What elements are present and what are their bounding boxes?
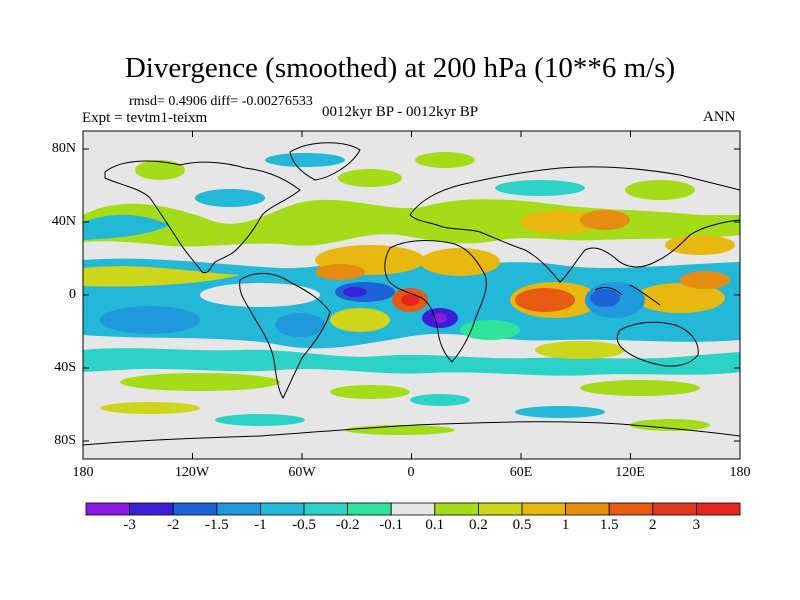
- lon-label-180w: 180: [72, 465, 94, 480]
- colorbar-swatch: [608, 502, 654, 516]
- colorbar-label: 0.5: [512, 517, 532, 533]
- colorbar-swatch: [347, 502, 392, 516]
- colorbar-swatch: [172, 502, 218, 516]
- season-label: ANN: [703, 109, 736, 125]
- lat-label-80n: 80N: [51, 141, 76, 156]
- lon-label-180e: 180: [729, 465, 751, 480]
- colorbar-swatch: [390, 502, 436, 516]
- lat-label-eq: 0: [69, 287, 76, 302]
- coast-africa: [384, 240, 487, 363]
- field-blob: [515, 288, 575, 312]
- field-blob: [415, 152, 475, 168]
- coast-maritime-continent: [594, 284, 661, 306]
- field-blob: [195, 189, 265, 207]
- coast-australia: [616, 321, 699, 367]
- experiment-label: Expt = tevtm1-teixm: [82, 110, 208, 126]
- lon-label-60e: 60E: [509, 465, 533, 480]
- colorbar-swatch: [521, 502, 566, 516]
- map-panel: [82, 130, 741, 460]
- field-blob: [625, 180, 695, 200]
- field-blob: [330, 308, 390, 332]
- field-blob: [215, 414, 305, 426]
- field-blob: [680, 271, 730, 289]
- field-blob: [535, 341, 625, 359]
- colorbar-swatch: [303, 502, 348, 516]
- colorbar-label: -1: [254, 517, 267, 533]
- colorbar-swatch: [652, 502, 697, 516]
- coast-north-america: [104, 160, 301, 274]
- colorbar: [85, 502, 741, 516]
- field-blob: [630, 419, 710, 431]
- field-blob: [590, 289, 620, 307]
- field-blob: [580, 380, 700, 396]
- field-blob: [100, 306, 200, 334]
- lat-label-40s: 40S: [54, 360, 76, 375]
- colorbar-label: -0.2: [335, 517, 360, 533]
- colorbar-label: 3: [692, 517, 701, 533]
- field-blob: [515, 406, 605, 418]
- field-blob: [460, 320, 520, 340]
- coast-europe-asia: [409, 166, 740, 283]
- field-blob: [665, 235, 735, 255]
- colorbar-swatch: [696, 502, 741, 516]
- colorbar-label: -0.5: [292, 517, 316, 533]
- colorbar-label: 1: [561, 517, 570, 533]
- colorbar-label: 0.2: [469, 517, 488, 533]
- field-blob: [135, 160, 185, 180]
- field-blob: [315, 264, 365, 280]
- field-blob: [120, 373, 280, 391]
- field-blob: [343, 287, 367, 297]
- field-band-tropical-yellow: [83, 266, 240, 287]
- colorbar-label: -0.1: [379, 517, 404, 533]
- lon-label-120e: 120E: [615, 465, 645, 480]
- field-blob: [635, 283, 725, 313]
- colorbar-label: 2: [649, 517, 657, 533]
- colorbar-swatch: [259, 502, 305, 516]
- field-blob: [275, 313, 325, 337]
- map-ticks: [82, 131, 741, 459]
- coast-antarctica: [83, 421, 740, 446]
- coastlines: [83, 142, 740, 446]
- lon-label-120w: 120W: [174, 465, 210, 480]
- colorbar-label: 0.1: [425, 517, 445, 533]
- field-blob: [433, 313, 447, 323]
- stats-label: rmsd= 0.4906 diff= -0.00276533: [129, 94, 313, 109]
- lat-label-80s: 80S: [54, 433, 76, 448]
- colorbar-swatch: [85, 502, 130, 516]
- field-blob: [495, 180, 585, 196]
- field-blob: [338, 169, 402, 187]
- field-blob: [345, 425, 455, 435]
- colorbar-label: -1.5: [204, 517, 229, 533]
- field-blob: [520, 210, 600, 234]
- colorbar-label: -3: [123, 517, 136, 533]
- colorbar-swatch: [216, 502, 261, 516]
- divergence-field: [83, 152, 740, 435]
- colorbar-swatch: [565, 502, 610, 516]
- field-blob: [410, 394, 470, 406]
- field-blob: [100, 402, 200, 414]
- coast-greenland: [289, 142, 361, 181]
- coast-south-america: [239, 273, 331, 400]
- field-blob: [265, 153, 345, 167]
- colorbar-label: -2: [166, 517, 180, 533]
- field-blob: [580, 210, 630, 230]
- field-blob: [420, 248, 500, 276]
- colorbar-swatch: [129, 502, 174, 516]
- lat-label-40n: 40N: [51, 214, 76, 229]
- colorbar-swatch: [477, 502, 523, 516]
- lon-label-0: 0: [407, 465, 415, 480]
- colorbar-label: 1.5: [599, 517, 619, 533]
- field-band-north-cyan: [83, 214, 170, 240]
- field-blob: [401, 294, 419, 306]
- period-label: 0012kyr BP - 0012kyr BP: [322, 104, 479, 120]
- lon-label-60w: 60W: [288, 465, 316, 480]
- field-blob: [330, 385, 410, 399]
- field-band-south: [83, 348, 740, 376]
- colorbar-swatch: [434, 502, 479, 516]
- field-blob: [200, 283, 320, 307]
- figure-title: Divergence (smoothed) at 200 hPa (10**6 …: [124, 52, 676, 84]
